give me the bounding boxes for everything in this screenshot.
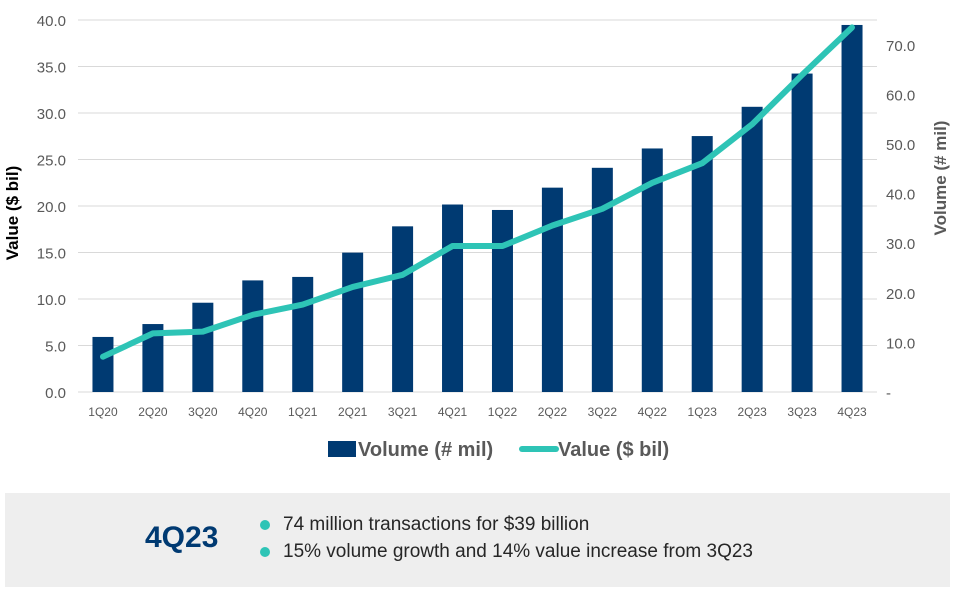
volume-value-chart: 0.0 5.0 10.0 15.0 20.0 25.0 30.0 35.0 40.0 - 10.0… [3,13,950,461]
x-tick-label: 1Q23 [688,405,718,419]
volume-bars [92,24,863,393]
volume-bar [641,148,663,392]
value-point [551,224,554,227]
summary-bullet-text: 15% volume growth and 14% value increase… [283,541,753,562]
left-tick-label: 35.0 [37,60,66,77]
summary-bullet: 74 million transactions for $39 billion [257,511,753,538]
volume-bar [741,106,763,393]
summary-panel: 4Q23 74 million transactions for $39 bil… [5,493,950,587]
x-tick-label: 3Q21 [388,405,418,419]
left-axis-title: Value ($ bil) [3,166,22,260]
left-tick-label: 30.0 [37,106,66,123]
volume-bar [292,276,314,392]
legend-volume-label: Volume (# mil) [358,439,493,461]
right-axis-title: Volume (# mil) [931,121,950,236]
right-tick-label: 50.0 [886,137,915,154]
volume-bar [691,136,713,392]
right-tick-label: 10.0 [886,335,915,352]
x-tick-label: 3Q23 [787,405,817,419]
left-tick-label: 20.0 [37,199,66,216]
x-tick-label: 4Q23 [837,405,867,419]
value-point [601,207,604,210]
x-tick-label: 4Q20 [238,405,268,419]
summary-period: 4Q23 [145,521,219,554]
value-point [201,330,204,333]
x-tick-label: 1Q20 [88,405,118,419]
summary-bullet-text: 74 million transactions for $39 billion [283,514,590,535]
volume-bar [541,187,563,392]
left-axis-ticks: 0.0 5.0 10.0 15.0 20.0 25.0 30.0 35.0 40.0 [37,13,66,402]
volume-bar [242,280,264,392]
x-tick-label: 4Q21 [438,405,468,419]
left-tick-label: 25.0 [37,153,66,170]
volume-bar [392,226,414,392]
right-tick-label: 40.0 [886,187,915,204]
volume-bar [192,302,214,392]
value-point [501,244,504,247]
volume-bar [142,324,164,392]
summary-list: 74 million transactions for $39 billion … [257,511,753,565]
left-tick-label: 40.0 [37,13,66,30]
x-tick-label: 2Q23 [737,405,767,419]
volume-bar [791,73,813,393]
value-point [801,73,804,76]
x-axis-ticks: 1Q20 2Q20 3Q20 4Q20 1Q21 2Q21 3Q21 4Q21 1Q22 2Q22… [88,405,867,419]
volume-bar [491,209,513,392]
left-tick-label: 5.0 [45,339,66,356]
right-tick-label: 60.0 [886,87,915,104]
x-tick-label: 2Q20 [138,405,168,419]
value-point [151,332,154,335]
value-point [451,244,454,247]
right-tick-label: 30.0 [886,236,915,253]
value-line-path [100,24,855,360]
value-point [351,285,354,288]
legend: Volume (# mil) Value ($ bil) [328,439,669,461]
volume-bar [442,204,464,392]
volume-bar [841,24,863,393]
value-point [651,181,654,184]
right-tick-label: 20.0 [886,286,915,303]
left-tick-label: 0.0 [45,385,66,402]
x-tick-label: 2Q21 [338,405,368,419]
volume-bar [591,167,613,392]
value-point [851,26,854,29]
value-point [401,273,404,276]
x-tick-label: 3Q22 [588,405,618,419]
left-tick-label: 15.0 [37,246,66,263]
left-tick-label: 10.0 [37,292,66,309]
value-line [100,24,855,360]
value-point [301,303,304,306]
value-point [251,313,254,316]
right-tick-label: - [886,385,891,402]
value-point [101,355,104,358]
x-tick-label: 2Q22 [538,405,568,419]
summary-bullet: 15% volume growth and 14% value increase… [257,538,753,565]
value-point [751,123,754,126]
legend-volume-swatch [328,441,356,457]
x-tick-label: 1Q21 [288,405,318,419]
volume-bar [342,252,364,392]
value-point [701,162,704,165]
x-tick-label: 4Q22 [638,405,668,419]
volume-bar [92,336,114,392]
right-axis-ticks: - 10.0 20.0 30.0 40.0 50.0 60.0 70.0 [886,38,915,402]
bullet-dot-icon [260,547,270,557]
legend-value-label: Value ($ bil) [558,439,669,461]
right-tick-label: 70.0 [886,38,915,55]
x-tick-label: 3Q20 [188,405,218,419]
x-tick-label: 1Q22 [488,405,518,419]
bullet-dot-icon [260,520,270,530]
